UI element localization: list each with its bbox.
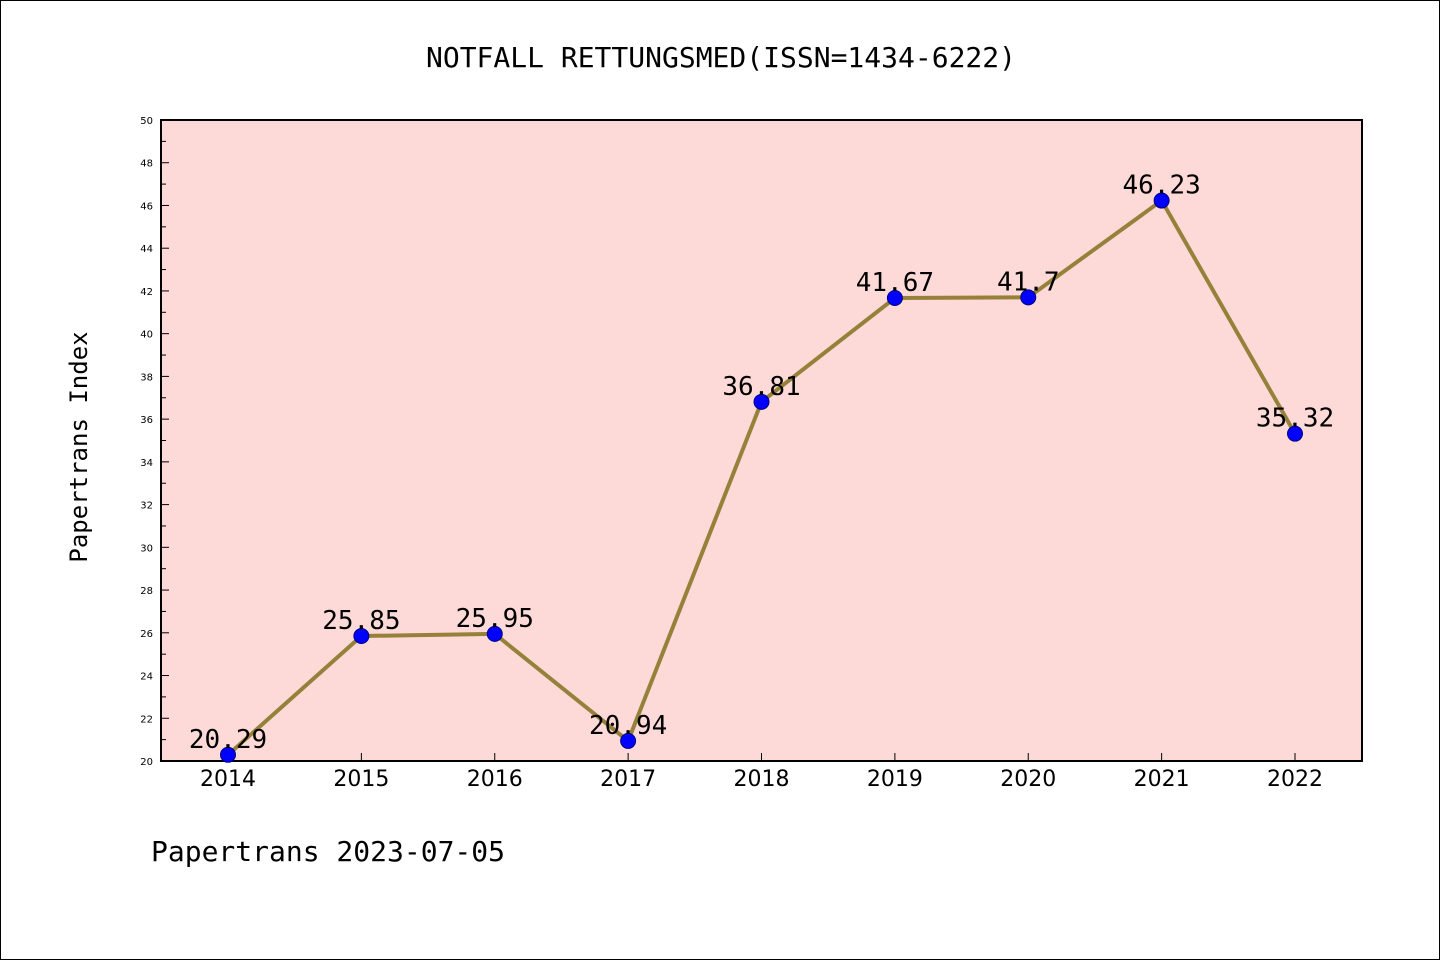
data-label: 20.94	[589, 711, 667, 741]
data-label: 25.85	[322, 606, 400, 636]
data-point-marker	[353, 628, 370, 645]
data-point-marker	[220, 746, 236, 763]
x-tick-label: 2017	[600, 767, 656, 792]
data-label: 41.7	[997, 267, 1060, 297]
x-tick-label: 2022	[1267, 767, 1323, 792]
y-axis: 20 22 24 26 28 30 32 34 36 38 40 42 44 46 48 50	[140, 116, 169, 768]
y-tick-label: 30	[140, 543, 153, 554]
chart-title: NOTFALL RETTUNGSMED(ISSN=1434-6222)	[426, 41, 1016, 74]
plot-area	[160, 119, 1363, 762]
y-tick-label: 32	[140, 501, 153, 512]
x-tick-label: 2020	[1000, 767, 1056, 792]
y-tick-label: 40	[140, 330, 153, 341]
y-axis-label: Papertrans Index	[65, 331, 93, 562]
data-series: 20.29 25.85 25.95 20.94 36.81 41.67 41.7 46.23 3…	[189, 171, 1334, 763]
y-tick-label: 48	[140, 159, 153, 170]
y-tick-label: 50	[140, 116, 153, 127]
footer-date-label: Papertrans 2023-07-05	[151, 835, 506, 868]
data-point-marker	[753, 393, 770, 410]
y-tick-label: 38	[140, 372, 153, 383]
data-point-marker	[1287, 425, 1303, 442]
y-tick-label: 46	[140, 201, 153, 212]
y-tick-label: 44	[140, 244, 153, 255]
y-tick-label: 42	[140, 287, 153, 298]
data-point-marker	[620, 732, 637, 749]
x-axis: 2014 2015 2016 2017 2018 2019 2020 2021 2022	[200, 753, 1323, 792]
x-tick-label: 2014	[200, 767, 256, 792]
y-tick-label: 28	[140, 586, 153, 597]
y-tick-label: 20	[140, 757, 153, 768]
y-tick-label: 36	[140, 415, 153, 426]
y-tick-label: 22	[140, 714, 153, 725]
x-tick-label: 2019	[867, 767, 923, 792]
y-tick-label: 34	[140, 458, 153, 469]
data-point-marker	[1153, 192, 1170, 209]
x-tick-label: 2016	[467, 767, 523, 792]
data-point-marker	[886, 289, 903, 306]
x-tick-label: 2021	[1134, 767, 1190, 792]
x-tick-label: 2015	[333, 767, 389, 792]
data-label: 46.23	[1122, 171, 1200, 201]
data-point-marker	[1020, 289, 1037, 306]
data-label: 36.81	[722, 372, 800, 402]
data-label: 35.32	[1256, 404, 1334, 434]
data-point-marker	[486, 625, 503, 642]
x-tick-label: 2018	[734, 767, 790, 792]
y-tick-label: 26	[140, 629, 153, 640]
data-label: 41.67	[856, 268, 934, 298]
data-label: 25.95	[456, 604, 534, 634]
data-label: 20.29	[189, 725, 267, 755]
y-tick-label: 24	[140, 672, 153, 683]
